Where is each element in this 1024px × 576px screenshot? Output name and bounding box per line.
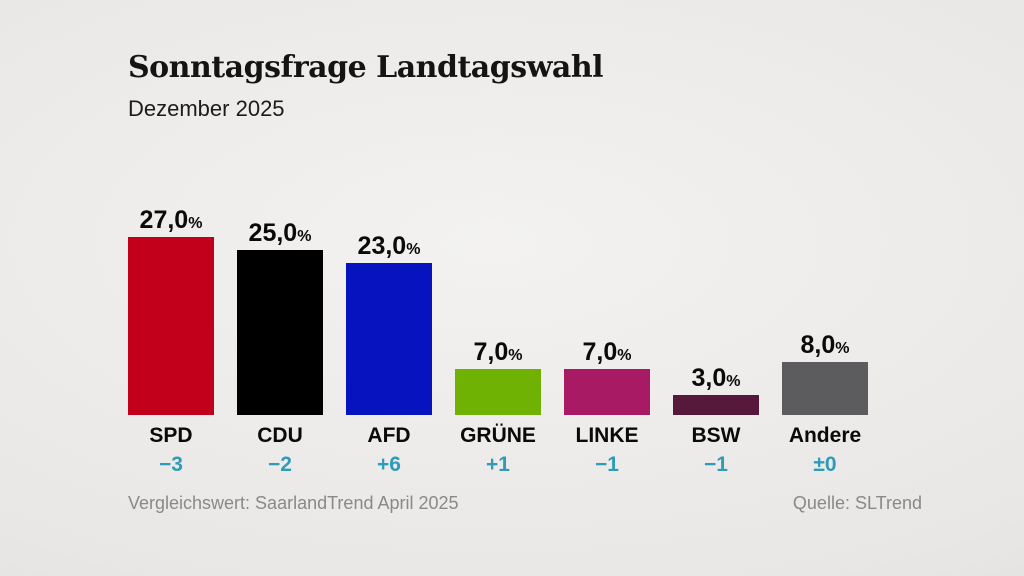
bar-column-gr-ne: 7,0%: [455, 337, 541, 415]
party-delta-gr-ne: +1: [486, 453, 510, 477]
party-delta-bsw: −1: [704, 453, 728, 477]
value-label-gr-ne: 7,0%: [473, 337, 523, 366]
party-name-spd: SPD: [149, 424, 193, 447]
bar-cdu: [237, 250, 323, 415]
party-delta-afd: +6: [377, 453, 401, 477]
party-name-gr-ne: GRÜNE: [460, 424, 536, 447]
party-name-cdu: CDU: [257, 424, 303, 447]
party-delta-cdu: −2: [268, 453, 292, 477]
bar-gr-ne: [455, 369, 541, 415]
bar-chart: 27,0% 25,0% 23,0% 7,0% 7,0% 3,0% 8,0% SPD −3 CDU…: [128, 190, 868, 477]
bar-column-bsw: 3,0%: [673, 363, 759, 415]
bar-column-afd: 23,0%: [346, 231, 432, 415]
party-label-gr-ne: GRÜNE +1: [455, 424, 541, 477]
party-name-bsw: BSW: [691, 424, 741, 447]
party-label-bsw: BSW −1: [673, 424, 759, 477]
bar-column-linke: 7,0%: [564, 337, 650, 415]
party-delta-andere: ±0: [813, 453, 837, 477]
party-label-cdu: CDU −2: [237, 424, 323, 477]
bar-afd: [346, 263, 432, 415]
bars-row: 27,0% 25,0% 23,0% 7,0% 7,0% 3,0% 8,0%: [128, 190, 868, 415]
bar-spd: [128, 237, 214, 415]
comparison-note: Vergleichswert: SaarlandTrend April 2025: [128, 493, 459, 513]
value-label-linke: 7,0%: [582, 337, 632, 366]
party-label-andere: Andere ±0: [782, 424, 868, 477]
page-subtitle: Dezember 2025: [128, 96, 285, 121]
value-label-bsw: 3,0%: [691, 363, 741, 392]
page-title: Sonntagsfrage Landtagswahl: [128, 50, 604, 85]
value-label-afd: 23,0%: [357, 231, 421, 260]
value-label-andere: 8,0%: [800, 330, 850, 359]
bar-linke: [564, 369, 650, 415]
party-label-afd: AFD +6: [346, 424, 432, 477]
source-note: Quelle: SLTrend: [792, 493, 922, 513]
party-name-afd: AFD: [367, 424, 411, 447]
value-label-cdu: 25,0%: [248, 218, 312, 247]
party-delta-linke: −1: [595, 453, 619, 477]
labels-row: SPD −3 CDU −2 AFD +6 GRÜNE +1 LINKE −1 BSW −1 Andere…: [128, 424, 868, 477]
bar-bsw: [673, 395, 759, 415]
value-label-spd: 27,0%: [139, 205, 203, 234]
party-delta-spd: −3: [159, 453, 183, 477]
bar-column-andere: 8,0%: [782, 330, 868, 415]
bar-andere: [782, 362, 868, 415]
party-label-spd: SPD −3: [128, 424, 214, 477]
party-label-linke: LINKE −1: [564, 424, 650, 477]
party-name-linke: LINKE: [575, 424, 639, 447]
bar-column-spd: 27,0%: [128, 205, 214, 415]
bar-column-cdu: 25,0%: [237, 218, 323, 415]
party-name-andere: Andere: [788, 424, 862, 447]
